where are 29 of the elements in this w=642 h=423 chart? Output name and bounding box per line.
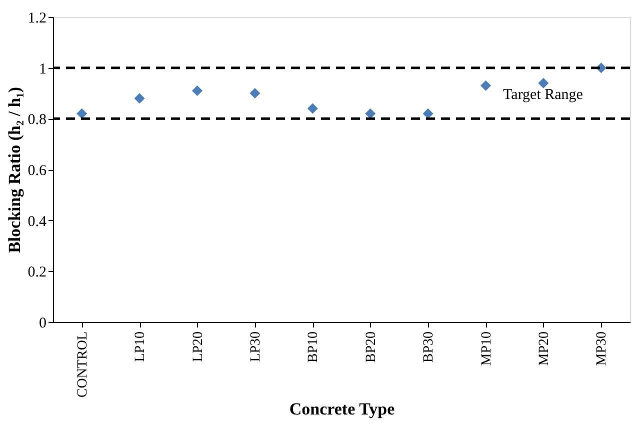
- annotation: Target Range: [503, 87, 584, 103]
- y-tick-label: 1: [39, 61, 46, 78]
- point: [538, 78, 549, 88]
- y-tick-label: 0.2: [28, 264, 46, 281]
- x-tick-label: LP20: [190, 332, 206, 362]
- point: [422, 108, 434, 119]
- y-axis-title: Blocking Ratio (h₂ / h₁): [4, 86, 24, 254]
- x-tick-label: LP30: [248, 332, 264, 362]
- point: [250, 88, 260, 98]
- y-tick-label: 0.8: [28, 112, 46, 128]
- x-tick-label: MP20: [536, 332, 552, 366]
- x-tick-label: CONTROL: [75, 332, 90, 398]
- x-tick-label: BP20: [364, 332, 379, 363]
- x-tick-label: MP30: [594, 332, 610, 366]
- point: [365, 108, 376, 119]
- point: [480, 80, 491, 91]
- point: [76, 108, 88, 119]
- y-tick-label: 0.4: [28, 214, 47, 230]
- point: [134, 93, 145, 104]
- point: [307, 103, 318, 114]
- x-tick-label: MP10: [479, 332, 494, 366]
- y-tick-label: 1.2: [28, 10, 46, 26]
- x-tick-label: LP10: [133, 332, 148, 362]
- point: [192, 85, 202, 96]
- x-axis-title: Concrete Type: [289, 400, 396, 419]
- y-tick-label: 0: [39, 316, 46, 332]
- y-tick-label: 0.6: [28, 163, 47, 179]
- x-tick-label: BP30: [422, 332, 437, 363]
- x-tick-label: BP10: [306, 332, 322, 363]
